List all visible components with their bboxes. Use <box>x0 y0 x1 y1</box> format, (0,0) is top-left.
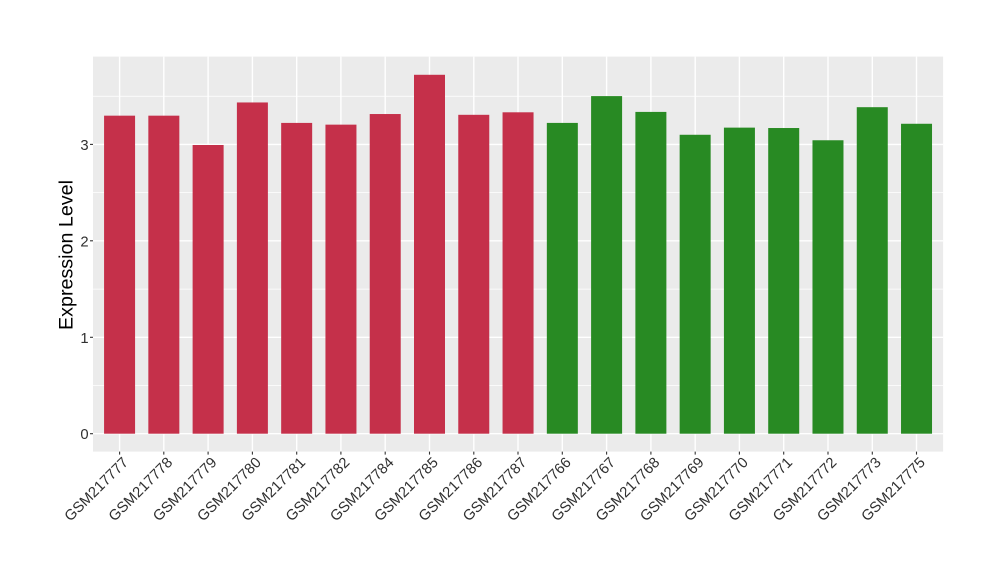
svg-text:1: 1 <box>80 331 88 347</box>
svg-text:0: 0 <box>80 427 88 443</box>
svg-text:3: 3 <box>80 138 88 154</box>
svg-text:2: 2 <box>80 234 88 250</box>
svg-text:Expression Level: Expression Level <box>55 180 77 330</box>
